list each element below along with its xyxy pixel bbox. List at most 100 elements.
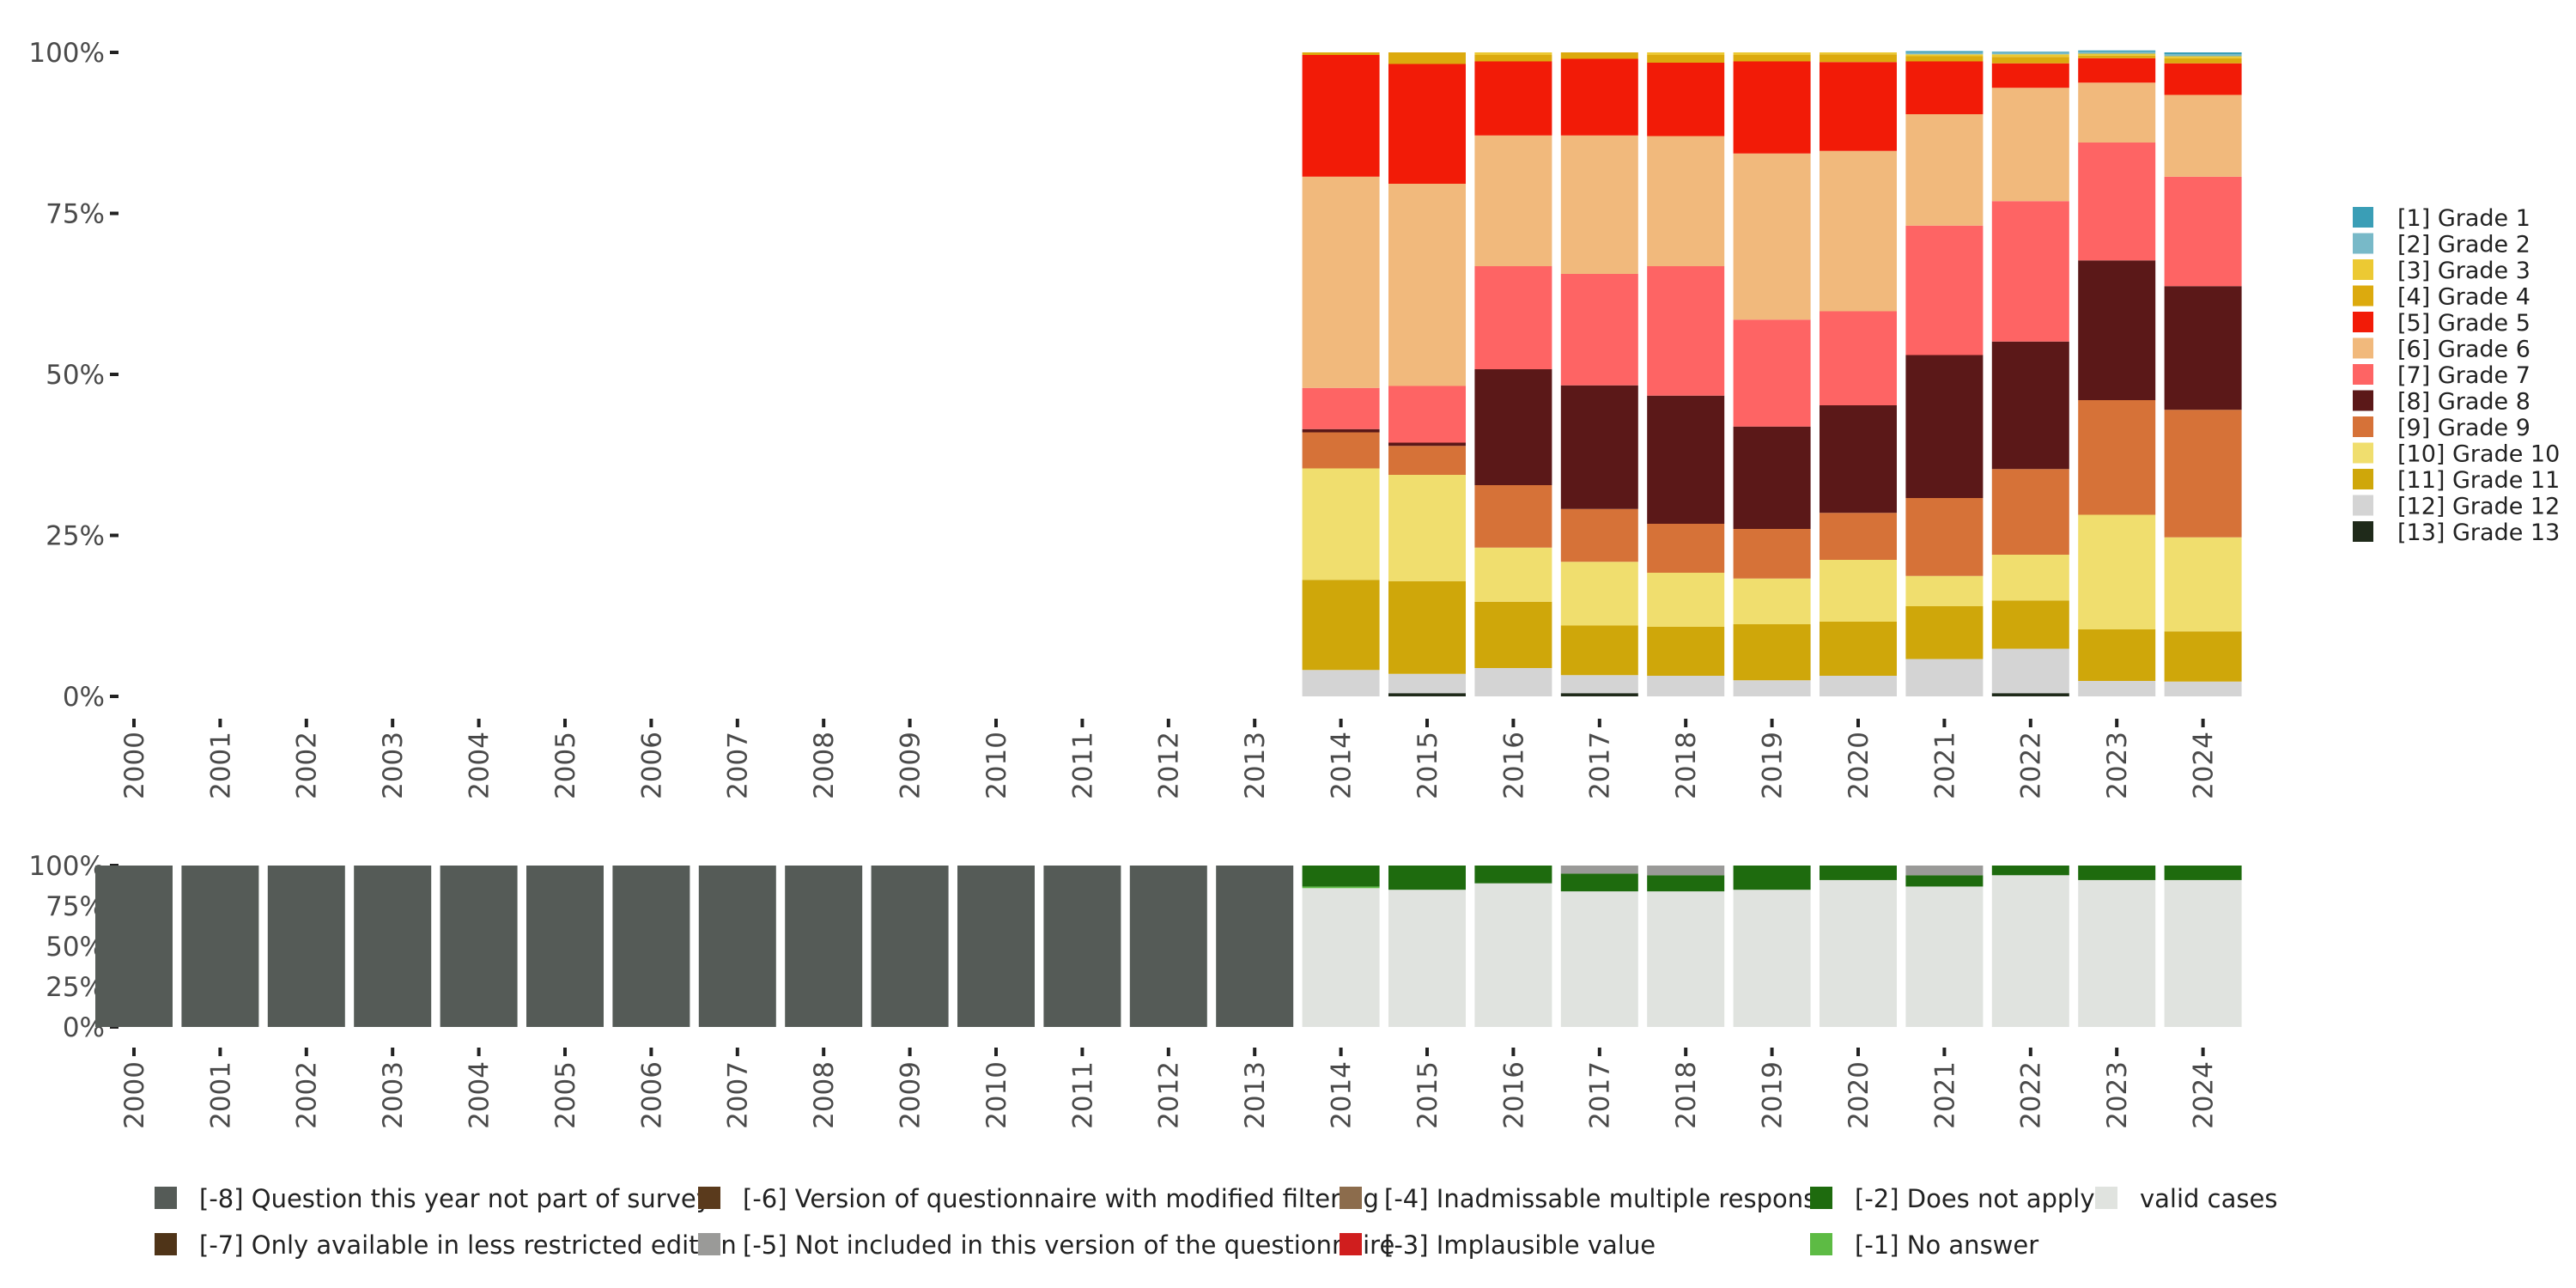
top-x-tick-label: 2004 (464, 732, 495, 799)
top-bar-2023-2-grade-2 (2078, 52, 2156, 54)
top-bar-2023-6-grade-6 (2078, 82, 2156, 143)
bottom-bar-2015-valid-cases (1388, 890, 1466, 1027)
legend-swatch-10-grade-10 (2353, 442, 2373, 464)
top-bar-2024-9-grade-9 (2164, 410, 2242, 538)
top-bar-2024-2-grade-2 (2164, 54, 2242, 57)
top-bar-2019-6-grade-6 (1733, 153, 1811, 320)
legend-swatch-13-grade-13 (2353, 521, 2373, 542)
top-bar-2022-13-grade-13 (1991, 693, 2069, 696)
top-bar-2018-6-grade-6 (1647, 136, 1725, 266)
top-x-tick-label: 2019 (1757, 732, 1788, 799)
top-bar-2018-3-grade-3 (1647, 52, 1725, 55)
top-bar-2014-10-grade-10 (1302, 468, 1380, 580)
grade-distribution-chart: 0% 25% 50% 75% 100% 2000 2001 2002 2003 2004 2005 2… (28, 38, 2242, 799)
bottom-x-tick-label: 2007 (723, 1061, 754, 1129)
top-y-tick-label: 50% (46, 360, 105, 391)
legend-label-1-grade-1: [1] Grade 1 (2397, 205, 2530, 232)
bottom-bar-2017-2-does-not-apply (1560, 873, 1638, 892)
bottom-bar-2023-2-does-not-apply (2078, 866, 2156, 880)
legend-label-3-grade-3: [3] Grade 3 (2397, 258, 2530, 284)
legend-swatch-3-grade-3 (2353, 259, 2373, 280)
legend-swatch-1-grade-1 (2353, 207, 2373, 228)
top-x-tick-label: 2001 (205, 732, 236, 799)
top-bar-2023-5-grade-5 (2078, 58, 2156, 83)
top-bar-2022-9-grade-9 (1991, 469, 2069, 555)
bottom-bar-2024-valid-cases (2164, 879, 2242, 1027)
bottom-x-tick-label: 2015 (1413, 1061, 1443, 1129)
top-bar-2020-9-grade-9 (1820, 513, 1897, 560)
bottom-x-tick-label: 2014 (1326, 1061, 1357, 1129)
top-bar-2021-6-grade-6 (1905, 114, 1984, 226)
top-bar-2024-3-grade-3 (2164, 56, 2242, 58)
bottom-bar-2022-valid-cases (1991, 875, 2069, 1027)
top-bar-2022-3-grade-3 (1991, 54, 2069, 58)
top-bar-2022-12-grade-12 (1991, 648, 2069, 694)
top-y-tick-label: 75% (46, 198, 105, 229)
top-x-tick-label: 2006 (636, 732, 667, 799)
top-bar-2015-6-grade-6 (1388, 184, 1466, 386)
top-bar-2021-7-grade-7 (1905, 225, 1984, 355)
top-bar-2017-11-grade-11 (1560, 625, 1638, 676)
top-bar-2016-11-grade-11 (1474, 601, 1552, 668)
top-bar-2019-7-grade-7 (1733, 319, 1811, 427)
top-bar-2021-4-grade-4 (1905, 56, 1984, 62)
legend-swatch-valid-cases (2095, 1187, 2117, 1209)
legend-swatch-8-grade-8 (2353, 390, 2373, 411)
legend-swatch-7-grade-7 (2353, 364, 2373, 385)
bottom-x-tick-label: 2020 (1844, 1061, 1874, 1129)
bottom-x-tick-label: 2000 (119, 1061, 150, 1129)
top-bar-2022-6-grade-6 (1991, 88, 2069, 202)
top-bar-2017-8-grade-8 (1560, 385, 1638, 509)
top-bar-2020-8-grade-8 (1820, 405, 1897, 513)
top-bar-2018-10-grade-10 (1647, 573, 1725, 627)
top-bar-2019-10-grade-10 (1733, 578, 1811, 624)
top-bar-2015-9-grade-9 (1388, 446, 1466, 475)
top-bar-2015-7-grade-7 (1388, 386, 1466, 443)
legend-label-12-grade-12: [12] Grade 12 (2397, 494, 2560, 520)
legend-swatch-6-version-of-questionnaire-with-modified-filtering (698, 1187, 720, 1209)
bottom-bar-2014-1-no-answer (1302, 886, 1380, 889)
legend-swatch-9-grade-9 (2353, 416, 2373, 437)
top-bar-2023-8-grade-8 (2078, 260, 2156, 400)
bottom-bar-2023-valid-cases (2078, 879, 2156, 1027)
legend-swatch-2-does-not-apply (1810, 1187, 1832, 1209)
legend-label-6-grade-6: [6] Grade 6 (2397, 337, 2530, 363)
bottom-bar-2007-8-question-this-year-not-part-of-survey (698, 866, 776, 1027)
bottom-bar-2022-2-does-not-apply (1991, 866, 2069, 876)
top-x-tick-label: 2002 (292, 732, 323, 799)
bottom-x-tick-label: 2023 (2102, 1061, 2133, 1129)
top-bar-2021-9-grade-9 (1905, 498, 1984, 576)
top-bar-2015-4-grade-4 (1388, 52, 1466, 64)
top-bar-2023-1-grade-1 (2078, 50, 2156, 52)
top-bar-2023-10-grade-10 (2078, 514, 2156, 629)
top-bar-2021-3-grade-3 (1905, 54, 1984, 57)
top-bar-2015-12-grade-12 (1388, 673, 1466, 694)
bottom-bar-2006-8-question-this-year-not-part-of-survey (612, 866, 690, 1027)
top-x-tick-label: 2015 (1413, 732, 1443, 799)
bottom-bar-2016-2-does-not-apply (1474, 866, 1552, 884)
legend-swatch-4-inadmissable-multiple-response (1340, 1187, 1362, 1209)
top-bar-2021-1-grade-1 (1905, 51, 1984, 52)
top-bar-2017-5-grade-5 (1560, 58, 1638, 136)
top-bar-2020-6-grade-6 (1820, 150, 1897, 312)
bottom-x-tick-label: 2006 (636, 1061, 667, 1129)
legend-label-5-not-included-in-this-version-of-the-questionnaire: [-5] Not included in this version of the… (743, 1230, 1394, 1260)
top-x-tick-label: 2012 (1154, 732, 1185, 799)
top-bar-2015-11-grade-11 (1388, 580, 1466, 674)
bottom-x-tick-label: 2021 (1929, 1061, 1960, 1129)
missing-values-chart: 0%25%50%75%100%2000 2001 2002 2003 2004 2005 2… (28, 851, 2242, 1129)
top-bar-2024-1-grade-1 (2164, 52, 2242, 55)
legend-label-2-grade-2: [2] Grade 2 (2397, 232, 2530, 258)
top-bar-2019-9-grade-9 (1733, 529, 1811, 579)
legend-label-8-question-this-year-not-part-of-survey: [-8] Question this year not part of surv… (199, 1184, 711, 1213)
top-bar-2023-3-grade-3 (2078, 53, 2156, 56)
top-bar-2016-6-grade-6 (1474, 135, 1552, 266)
legend-label-6-version-of-questionnaire-with-modified-filtering: [-6] Version of questionnaire with modif… (743, 1184, 1379, 1213)
top-bar-2016-4-grade-4 (1474, 55, 1552, 62)
bottom-bar-2000-8-question-this-year-not-part-of-survey (95, 866, 173, 1027)
legend-swatch-3-implausible-value (1340, 1233, 1362, 1255)
top-x-tick-label: 2010 (981, 732, 1012, 799)
top-bar-2024-5-grade-5 (2164, 63, 2242, 95)
legend-swatch-4-grade-4 (2353, 285, 2373, 307)
